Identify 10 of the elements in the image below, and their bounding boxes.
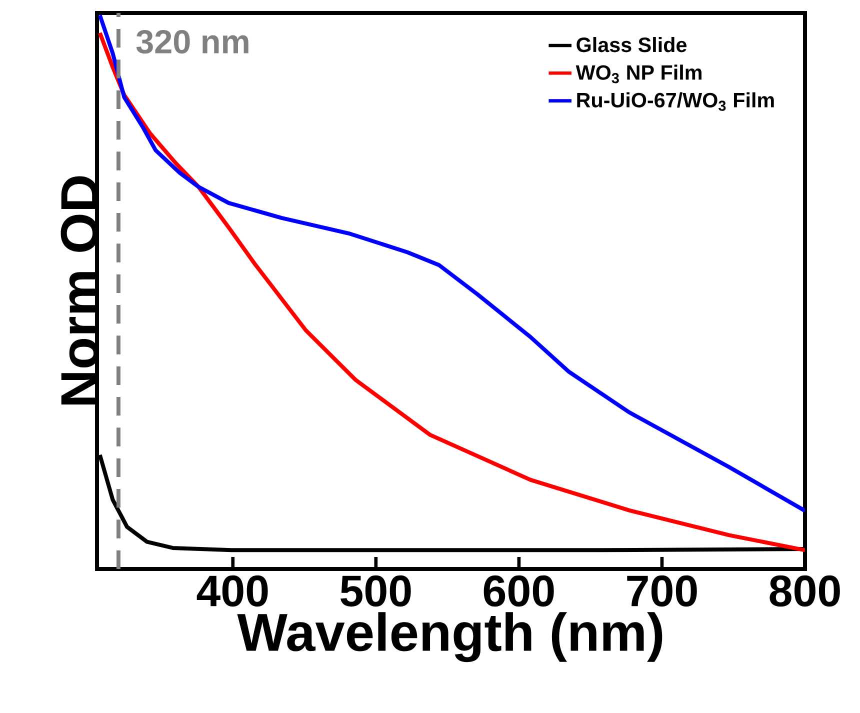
- x-tick-label: 500: [340, 575, 411, 607]
- x-tick-label: 700: [627, 575, 697, 607]
- x-tick-label: 800: [770, 575, 840, 607]
- x-tick-label: 600: [484, 575, 554, 607]
- x-axis-title: Wavelength (nm): [237, 612, 662, 662]
- legend-label: Ru-UiO-67/WO$_{3}$ Film: [577, 92, 774, 111]
- legend-label: WO$_{3}$ NP Film: [576, 64, 702, 84]
- legend-label: Glass Slide: [576, 37, 687, 52]
- ref-line-label: 320 nm: [136, 30, 248, 54]
- x-tick-label: 400: [196, 575, 268, 607]
